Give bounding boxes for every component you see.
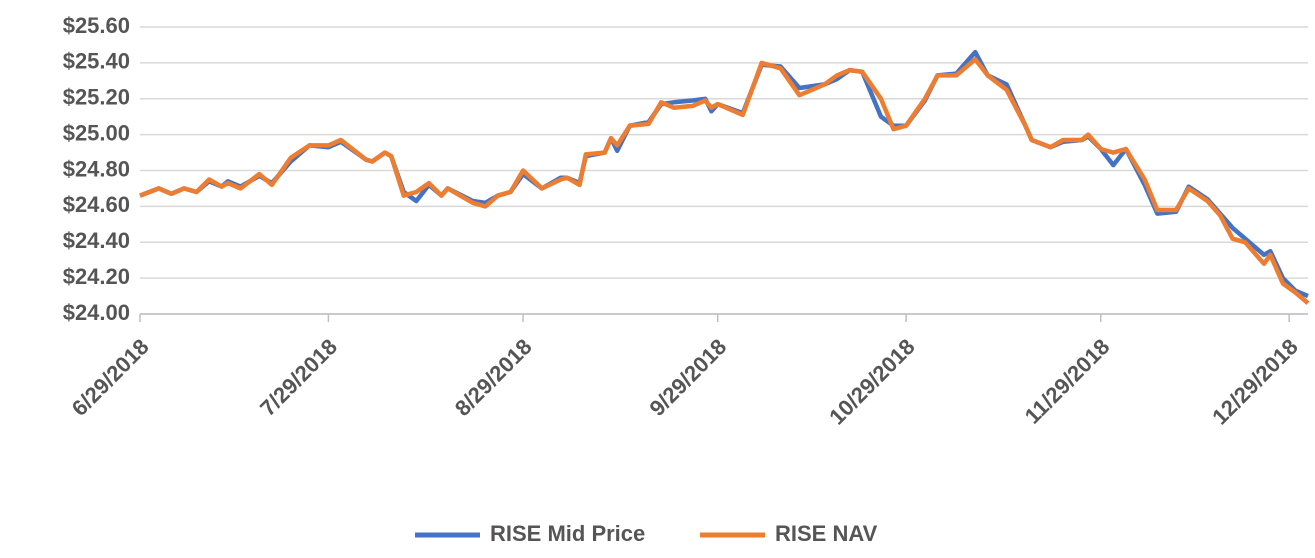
x-tick-label: 9/29/2018 — [644, 334, 731, 421]
y-tick-label: $24.80 — [63, 156, 130, 181]
y-tick-label: $25.40 — [63, 49, 130, 74]
y-tick-label: $24.20 — [63, 264, 130, 289]
y-tick-label: $24.40 — [63, 228, 130, 253]
x-tick-label: 12/29/2018 — [1207, 334, 1303, 430]
y-tick-label: $25.60 — [63, 13, 130, 38]
legend-label: RISE NAV — [775, 521, 878, 546]
y-tick-label: $24.60 — [63, 192, 130, 217]
x-tick-label: 6/29/2018 — [67, 334, 154, 421]
x-tick-label: 10/29/2018 — [824, 334, 920, 430]
y-tick-label: $25.00 — [63, 120, 130, 145]
x-tick-label: 7/29/2018 — [255, 334, 342, 421]
series-line — [139, 49, 1309, 299]
x-tick-label: 11/29/2018 — [1020, 334, 1115, 429]
series-line — [139, 57, 1310, 305]
y-tick-label: $24.00 — [63, 300, 130, 325]
y-tick-label: $25.20 — [63, 85, 130, 110]
legend-label: RISE Mid Price — [490, 521, 645, 546]
x-tick-label: 8/29/2018 — [450, 334, 537, 421]
